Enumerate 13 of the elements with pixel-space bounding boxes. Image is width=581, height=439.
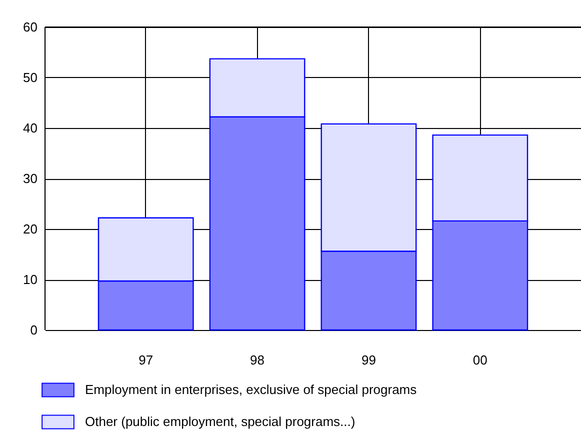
x-tick-label: 00: [472, 352, 488, 368]
x-tick-label: 98: [250, 352, 265, 368]
y-tick-label: 40: [23, 120, 38, 136]
y-tick-label: 50: [23, 70, 38, 85]
legend-label: Other (public employment, special programs...): [85, 414, 356, 429]
y-tick-label: 10: [23, 272, 38, 287]
x-tick-label: 97: [138, 352, 154, 368]
legend-label: Employment in enterprises, exclusive of special programs: [85, 382, 418, 397]
y-tick-label: 30: [23, 171, 38, 186]
y-tick-label: 20: [23, 222, 38, 236]
y-tick-label: 0: [30, 322, 38, 338]
x-tick-label: 99: [361, 352, 376, 368]
y-tick-label: 60: [23, 20, 38, 34]
